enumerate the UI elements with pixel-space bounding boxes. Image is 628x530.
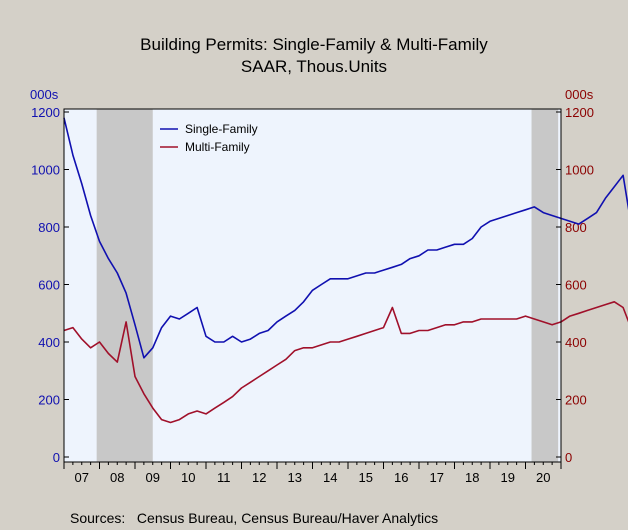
right-y-tick-label: 600: [565, 278, 587, 293]
left-axis-unit: 000s: [30, 87, 59, 102]
chart-title: Building Permits: Single-Family & Multi-…: [140, 35, 488, 54]
x-tick-label: 16: [394, 470, 408, 485]
right-y-tick-label: 400: [565, 335, 587, 350]
recession-bands: [96, 109, 559, 462]
x-tick-label: 08: [110, 470, 124, 485]
x-tick-label: 10: [181, 470, 195, 485]
legend: Single-Family Multi-Family: [160, 122, 258, 154]
right-y-tick-label: 1000: [565, 163, 594, 178]
source-note: Sources: Census Bureau, Census Bureau/Ha…: [70, 510, 438, 526]
x-tick-label: 12: [252, 470, 266, 485]
single-family-line: [63, 117, 628, 359]
right-y-tick-label: 0: [565, 450, 572, 465]
recession-band: [96, 109, 153, 462]
y-axes: 0 0 200 200 400 400 600 600 800 800 1000 1000 1200 12…: [31, 105, 594, 465]
x-tick-label: 11: [217, 470, 231, 485]
left-y-tick-label: 400: [38, 335, 60, 350]
x-tick-label: 13: [288, 470, 302, 485]
recession-band: [531, 109, 559, 462]
right-y-tick-label: 800: [565, 220, 587, 235]
legend-label: Single-Family: [185, 122, 258, 136]
right-y-tick-label: 1200: [565, 105, 594, 120]
legend-label: Multi-Family: [185, 140, 250, 154]
plot-frame: [63, 108, 562, 463]
x-tick-label: 18: [465, 470, 479, 485]
left-y-tick-label: 1200: [31, 105, 60, 120]
multi-family-line: [63, 300, 628, 424]
left-y-tick-label: 200: [38, 393, 60, 408]
x-tick-label: 15: [359, 470, 373, 485]
x-tick-label: 19: [501, 470, 515, 485]
left-y-tick-label: 0: [53, 450, 60, 465]
series-lines: [63, 117, 628, 424]
x-tick-label: 14: [323, 470, 337, 485]
right-axis-unit: 000s: [565, 87, 594, 102]
chart-subtitle: SAAR, Thous.Units: [241, 57, 387, 76]
x-tick-label: 17: [430, 470, 444, 485]
x-tick-label: 20: [536, 470, 550, 485]
right-y-tick-label: 200: [565, 393, 587, 408]
x-axis: 07 08 09 10 11 12 13 14 15 16 17 18 19 20: [63, 462, 562, 485]
x-tick-label: 07: [75, 470, 89, 485]
x-tick-label: 09: [146, 470, 160, 485]
left-y-tick-label: 800: [38, 220, 60, 235]
left-y-tick-label: 1000: [31, 163, 60, 178]
left-y-tick-label: 600: [38, 278, 60, 293]
